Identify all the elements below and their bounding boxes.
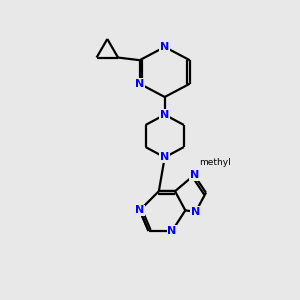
Text: N: N	[160, 42, 169, 52]
Text: N: N	[190, 170, 199, 180]
Text: N: N	[160, 110, 169, 120]
Text: methyl: methyl	[200, 158, 231, 167]
Text: N: N	[135, 79, 144, 89]
Text: N: N	[191, 207, 200, 217]
Text: N: N	[135, 206, 144, 215]
Text: N: N	[160, 152, 169, 162]
Text: N: N	[167, 226, 177, 236]
